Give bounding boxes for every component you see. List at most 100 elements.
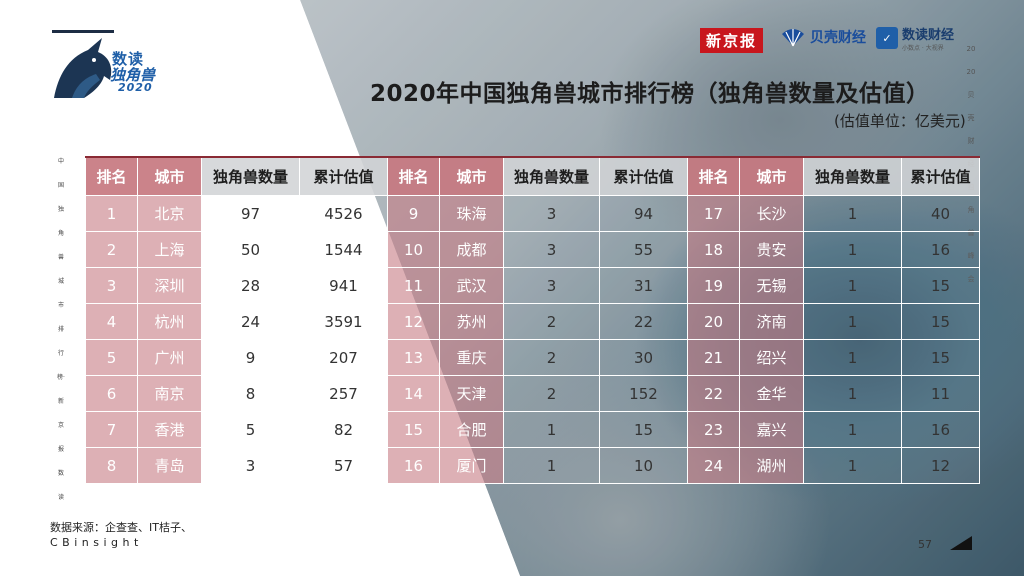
logo-bar xyxy=(52,30,114,33)
valuation-cell: 941 xyxy=(299,267,388,304)
shudu-name: 数读财经 xyxy=(902,28,955,43)
count-cell: 1 xyxy=(803,339,902,376)
valuation-cell: 15 xyxy=(901,267,980,304)
valuation-cell: 15 xyxy=(599,411,688,448)
rank-cell: 3 xyxy=(85,267,138,304)
logo-text: 数读 xyxy=(112,50,145,68)
table-row: 6 南京 8 257 14 天津 2 152 22 金华 1 11 xyxy=(85,375,980,412)
valuation-cell: 207 xyxy=(299,339,388,376)
data-source: 数据来源：企查查、IT桔子、 CBinsight xyxy=(50,520,192,550)
count-cell: 1 xyxy=(503,411,600,448)
city-cell: 贵安 xyxy=(739,231,804,268)
city-cell: 长沙 xyxy=(739,195,804,232)
valuation-cell: 40 xyxy=(901,195,980,232)
header-city: 城市 xyxy=(439,156,504,196)
valuation-cell: 16 xyxy=(901,411,980,448)
city-cell: 厦门 xyxy=(439,447,504,484)
city-cell: 合肥 xyxy=(439,411,504,448)
valuation-cell: 82 xyxy=(299,411,388,448)
rank-cell: 2 xyxy=(85,231,138,268)
valuation-cell: 30 xyxy=(599,339,688,376)
valuation-cell: 3591 xyxy=(299,303,388,340)
header-rank: 排名 xyxy=(687,156,740,196)
side-text-left: 中国独角兽城市排行榜·新京报数读 xyxy=(57,158,65,501)
rank-cell: 22 xyxy=(687,375,740,412)
rank-cell: 1 xyxy=(85,195,138,232)
city-cell: 上海 xyxy=(137,231,202,268)
beike-logo: 贝壳财经 xyxy=(780,26,866,48)
count-cell: 3 xyxy=(201,447,300,484)
count-cell: 1 xyxy=(803,231,902,268)
rank-cell: 17 xyxy=(687,195,740,232)
rank-cell: 13 xyxy=(387,339,440,376)
header-valuation: 累计估值 xyxy=(599,156,688,196)
city-cell: 天津 xyxy=(439,375,504,412)
city-cell: 济南 xyxy=(739,303,804,340)
table-header-row: 排名 城市 独角兽数量 累计估值 排名 城市 独角兽数量 累计估值 排名 城市 … xyxy=(85,156,980,196)
data-source-line: 数据来源：企查查、IT桔子、 xyxy=(50,521,192,534)
city-cell: 杭州 xyxy=(137,303,202,340)
city-cell: 成都 xyxy=(439,231,504,268)
shudu-logo: ✓ 数读财经 小数点 · 大视界 xyxy=(876,24,954,52)
rank-cell: 21 xyxy=(687,339,740,376)
xinjingbao-logo: 新京报 xyxy=(700,28,764,53)
city-cell: 青岛 xyxy=(137,447,202,484)
page-title: 2020年中国独角兽城市排行榜（独角兽数量及估值） xyxy=(370,81,930,107)
table-row: 5 广州 9 207 13 重庆 2 30 21 绍兴 1 15 xyxy=(85,339,980,376)
city-cell: 无锡 xyxy=(739,267,804,304)
city-cell: 广州 xyxy=(137,339,202,376)
city-cell: 南京 xyxy=(137,375,202,412)
count-cell: 8 xyxy=(201,375,300,412)
unit-note: (估值单位：亿美元) xyxy=(834,112,966,130)
count-cell: 2 xyxy=(503,375,600,412)
city-cell: 武汉 xyxy=(439,267,504,304)
city-cell: 香港 xyxy=(137,411,202,448)
table-row: 8 青岛 3 57 16 厦门 1 10 24 湖州 1 12 xyxy=(85,447,980,484)
header-count: 独角兽数量 xyxy=(201,156,300,196)
count-cell: 3 xyxy=(503,195,600,232)
city-cell: 北京 xyxy=(137,195,202,232)
count-cell: 9 xyxy=(201,339,300,376)
unicorn-logo-icon xyxy=(54,38,112,98)
rank-cell: 23 xyxy=(687,411,740,448)
count-cell: 1 xyxy=(803,447,902,484)
city-cell: 嘉兴 xyxy=(739,411,804,448)
valuation-cell: 152 xyxy=(599,375,688,412)
ranking-table: 排名 城市 独角兽数量 累计估值 排名 城市 独角兽数量 累计估值 排名 城市 … xyxy=(85,156,980,484)
city-cell: 湖州 xyxy=(739,447,804,484)
count-cell: 3 xyxy=(503,231,600,268)
valuation-cell: 55 xyxy=(599,231,688,268)
rank-cell: 5 xyxy=(85,339,138,376)
city-cell: 重庆 xyxy=(439,339,504,376)
data-source-line: CBinsight xyxy=(50,536,143,549)
rank-cell: 16 xyxy=(387,447,440,484)
rank-cell: 6 xyxy=(85,375,138,412)
rank-cell: 9 xyxy=(387,195,440,232)
table-row: 3 深圳 28 941 11 武汉 3 31 19 无锡 1 15 xyxy=(85,267,980,304)
shudu-slogan: 小数点 · 大视界 xyxy=(902,45,944,52)
valuation-cell: 1544 xyxy=(299,231,388,268)
valuation-cell: 16 xyxy=(901,231,980,268)
count-cell: 1 xyxy=(503,447,600,484)
count-cell: 2 xyxy=(503,339,600,376)
header-city: 城市 xyxy=(137,156,202,196)
rank-cell: 18 xyxy=(687,231,740,268)
valuation-cell: 15 xyxy=(901,303,980,340)
beike-name: 贝壳财经 xyxy=(810,30,866,46)
rank-cell: 4 xyxy=(85,303,138,340)
count-cell: 50 xyxy=(201,231,300,268)
count-cell: 1 xyxy=(803,303,902,340)
valuation-cell: 11 xyxy=(901,375,980,412)
count-cell: 1 xyxy=(803,267,902,304)
corner-triangle-icon xyxy=(950,536,972,550)
city-cell: 金华 xyxy=(739,375,804,412)
count-cell: 1 xyxy=(803,375,902,412)
rank-cell: 7 xyxy=(85,411,138,448)
header-rank: 排名 xyxy=(387,156,440,196)
table-row: 2 上海 50 1544 10 成都 3 55 18 贵安 1 16 xyxy=(85,231,980,268)
shell-icon xyxy=(782,29,804,47)
valuation-cell: 12 xyxy=(901,447,980,484)
rank-cell: 12 xyxy=(387,303,440,340)
valuation-cell: 31 xyxy=(599,267,688,304)
header-valuation: 累计估值 xyxy=(901,156,980,196)
